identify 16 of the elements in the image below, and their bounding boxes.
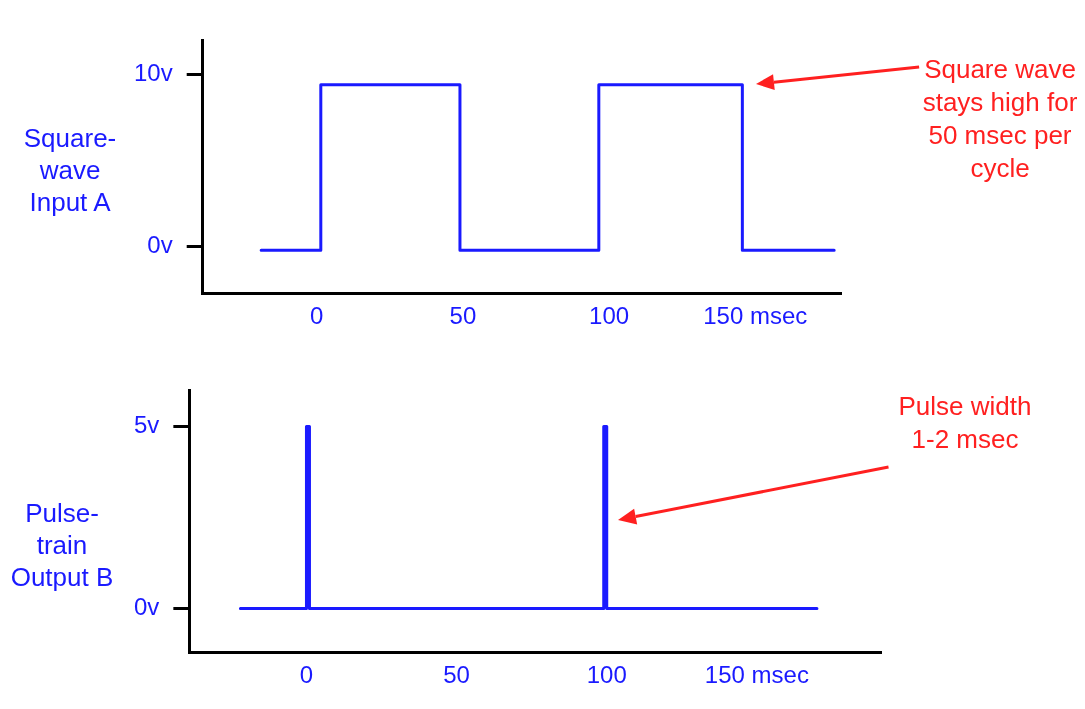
- y-tick-label: 0v: [147, 231, 173, 259]
- x-tick-label: 50: [443, 661, 470, 689]
- text: Pulse width 1-2 msec: [898, 391, 1032, 455]
- x-tick-label: 0: [299, 661, 314, 689]
- y-axis-title: Pulse-train Output B: [9, 497, 115, 593]
- x-tick-label: 0: [310, 302, 324, 330]
- x-tick-label: 150 msec: [704, 661, 809, 689]
- y-axis-title: Square-wave Input A: [22, 122, 118, 218]
- text: Square wave stays high for 50 msec per cycle: [922, 54, 1078, 184]
- x-tick-label: 100: [586, 661, 627, 689]
- y-tick-label: 0v: [133, 593, 160, 621]
- y-tick-label: 5v: [133, 411, 160, 439]
- y-tick-label: 10v: [133, 59, 173, 87]
- x-tick-label: 100: [589, 302, 630, 330]
- x-tick-label: 50: [449, 302, 477, 330]
- x-tick-label: 150 msec: [703, 302, 808, 330]
